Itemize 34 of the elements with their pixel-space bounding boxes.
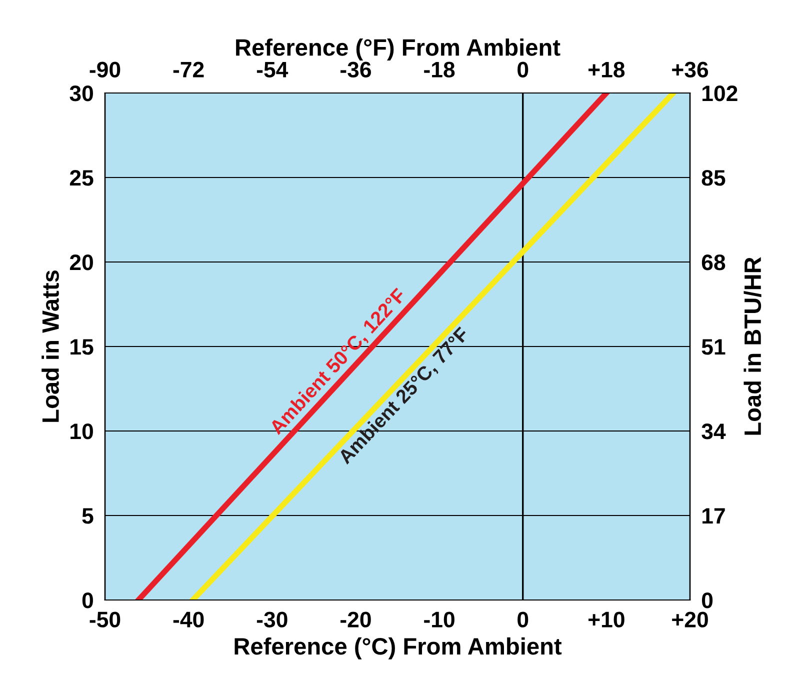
x2-tick-label: +18 xyxy=(588,62,625,78)
x-tick-label: -20 xyxy=(340,612,371,628)
y2-tick-label: 0 xyxy=(702,592,713,608)
y2-tick-label: 51 xyxy=(702,339,726,355)
x2-tick-label: -90 xyxy=(90,62,120,78)
y-axis-title: Load in Watts xyxy=(42,270,59,422)
x2-tick-label: -18 xyxy=(424,62,455,78)
y-tick-label: 30 xyxy=(70,86,93,102)
y-tick-label: 5 xyxy=(82,508,94,524)
x2-tick-label: -36 xyxy=(340,62,371,78)
y2-tick-label: 102 xyxy=(702,86,738,102)
y-tick-label: 10 xyxy=(70,424,93,440)
x2-tick-label: +36 xyxy=(672,62,708,78)
x-tick-label: -40 xyxy=(173,612,204,628)
y-tick-label: 0 xyxy=(82,592,93,608)
x-tick-label: -50 xyxy=(90,612,120,628)
x2-tick-label: 0 xyxy=(518,62,528,78)
x-tick-label: +10 xyxy=(588,612,624,628)
x-tick-label: -10 xyxy=(424,612,454,628)
y-tick-label: 15 xyxy=(70,339,94,355)
x-tick-label: +20 xyxy=(672,612,708,628)
x-tick-label: -30 xyxy=(256,612,288,628)
y2-tick-label: 34 xyxy=(702,424,726,440)
x2-axis-title: Reference (°F) From Ambient xyxy=(236,38,560,61)
y2-axis-title: Load in BTU/HR xyxy=(744,257,762,435)
x-axis-title: Reference (°C) From Ambient xyxy=(234,637,562,660)
y-tick-label: 20 xyxy=(70,254,93,270)
y-tick-label: 25 xyxy=(70,170,94,186)
y2-tick-label: 68 xyxy=(702,254,726,270)
y2-tick-label: 17 xyxy=(702,508,725,524)
x-tick-label: 0 xyxy=(518,612,528,628)
x2-tick-label: -54 xyxy=(256,62,288,78)
x2-tick-label: -72 xyxy=(173,62,204,78)
y2-tick-label: 85 xyxy=(702,170,726,186)
